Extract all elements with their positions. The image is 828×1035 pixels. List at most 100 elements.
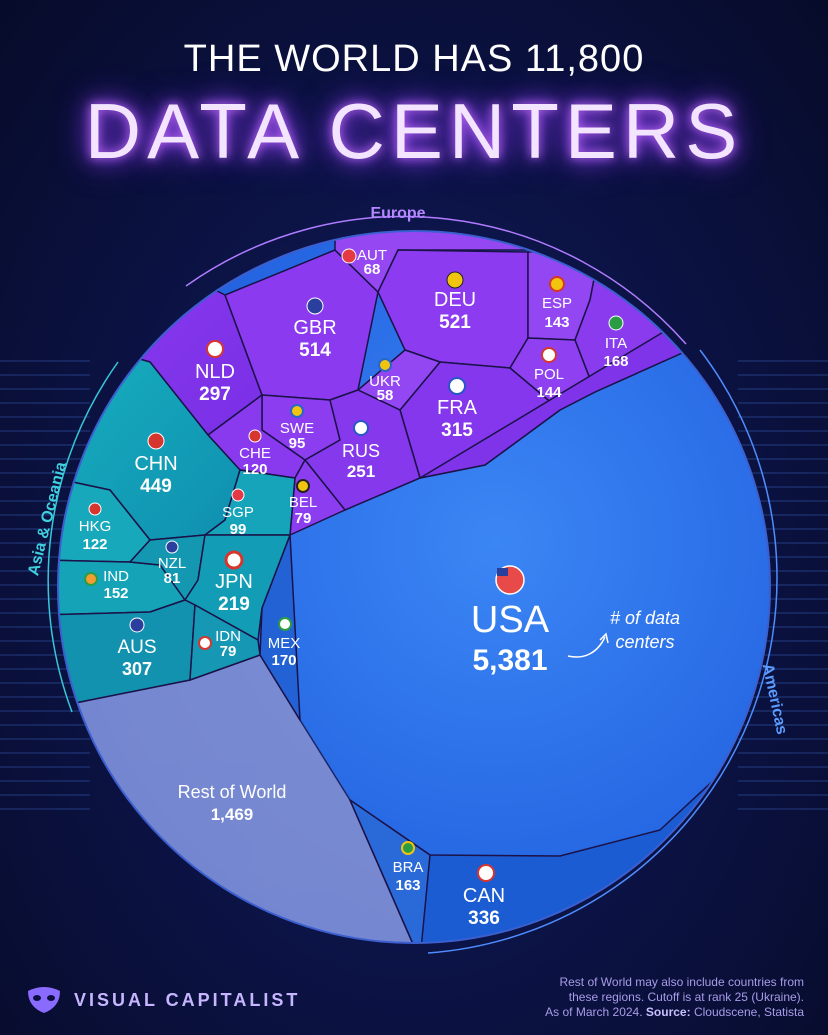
flag-jpn-icon — [224, 550, 244, 570]
label-fra-code: FRA — [437, 397, 478, 419]
label-usa-code: USA — [471, 599, 550, 641]
flag-nld-icon — [206, 340, 224, 358]
label-can-code: CAN — [463, 885, 505, 907]
flag-aus-icon — [129, 617, 145, 633]
label-row-code: Rest of World — [178, 782, 287, 802]
label-nld-code: NLD — [195, 361, 235, 383]
label-che-code: CHE — [239, 445, 271, 462]
label-ita-code: ITA — [605, 335, 627, 352]
ring-asia — [47, 361, 119, 713]
annotation: # of data centers — [567, 608, 680, 658]
label-aus-code: AUS — [117, 637, 156, 658]
label-chn-code: CHN — [134, 453, 177, 475]
label-gbr-value: 514 — [299, 340, 331, 361]
label-ind-code: IND — [103, 568, 129, 585]
flag-swe-icon — [290, 404, 304, 418]
ring-americas — [427, 349, 778, 954]
label-deu-value: 521 — [439, 312, 471, 333]
flag-nzl-icon — [165, 540, 179, 554]
label-aut-code: AUT — [357, 247, 387, 264]
label-ukr-value: 58 — [377, 387, 394, 404]
label-hkg-code: HKG — [79, 518, 112, 535]
annotation-line-1: # of data — [610, 608, 680, 628]
label-mex-value: 170 — [271, 652, 296, 669]
flag-ukr-icon — [378, 358, 392, 372]
label-pol-code: POL — [534, 366, 564, 383]
label-fra-value: 315 — [441, 420, 473, 441]
flag-che-icon — [248, 429, 262, 443]
region-label-europe: Europe — [370, 205, 425, 222]
ring-europe — [185, 215, 687, 345]
label-esp-code: ESP — [542, 295, 572, 312]
label-row-value: 1,469 — [211, 805, 254, 824]
flag-hkg-icon — [88, 502, 102, 516]
label-idn-value: 79 — [220, 643, 237, 660]
flag-ind-icon — [84, 572, 98, 586]
annotation-arrow — [567, 636, 606, 658]
flag-rus-icon — [353, 420, 369, 436]
label-bra-value: 163 — [395, 877, 420, 894]
label-swe-code: SWE — [280, 420, 314, 437]
flag-bra-icon — [401, 841, 415, 855]
label-swe-value: 95 — [289, 435, 306, 452]
title-line-1: THE WORLD HAS 11,800 — [183, 38, 645, 80]
label-bra-code: BRA — [393, 859, 424, 876]
flag-sgp-icon — [231, 488, 245, 502]
region-label-americas: Americas — [759, 662, 791, 736]
label-sgp-code: SGP — [222, 504, 254, 521]
title-line-2: DATA CENTERS — [84, 87, 744, 175]
circle-outline — [57, 230, 771, 944]
label-sgp-value: 99 — [230, 521, 247, 538]
label-hkg-value: 122 — [82, 536, 107, 553]
brand-name: VISUAL CAPITALIST — [74, 989, 301, 1010]
label-rus-code: RUS — [342, 441, 380, 461]
label-ind-value: 152 — [103, 585, 128, 602]
flag-pol-icon — [541, 347, 557, 363]
label-ita-value: 168 — [603, 353, 628, 370]
label-aut-value: 68 — [364, 261, 381, 278]
flag-idn-icon — [198, 636, 212, 650]
label-ukr-code: UKR — [369, 373, 401, 390]
label-che-value: 120 — [242, 461, 267, 478]
cell-labels: USA 5,381 CAN 336 BRA 163 MEX 170 DEU 52… — [79, 247, 629, 929]
brand-mask-icon — [28, 987, 60, 1013]
flag-gbr-icon — [306, 297, 324, 315]
label-rus-value: 251 — [347, 462, 375, 481]
footnote-source-label: Source: — [645, 1005, 691, 1019]
label-pol-value: 144 — [536, 384, 562, 401]
brand-logo: VISUAL CAPITALIST — [26, 985, 300, 1015]
footnote-source: Cloudscene, Statista — [693, 1005, 804, 1019]
label-usa-value: 5,381 — [472, 644, 547, 677]
cell-idn — [189, 604, 261, 681]
flag-aut-icon — [341, 248, 357, 264]
label-idn-code: IDN — [215, 628, 241, 645]
footnote-line-2: these regions. Cutoff is at rank 25 (Ukr… — [568, 990, 804, 1004]
flag-esp-icon — [549, 276, 565, 292]
region-rings — [47, 215, 778, 954]
flag-mex-icon — [278, 617, 292, 631]
flags — [84, 248, 624, 882]
label-gbr-code: GBR — [293, 317, 336, 339]
flag-bel-icon — [296, 479, 310, 493]
label-nld-value: 297 — [199, 384, 231, 405]
label-jpn-code: JPN — [215, 571, 253, 593]
label-nzl-code: NZL — [158, 555, 186, 572]
label-bel-value: 79 — [295, 510, 312, 527]
label-bel-code: BEL — [289, 494, 317, 511]
annotation-line-2: centers — [615, 632, 674, 652]
flag-deu-icon — [446, 271, 464, 289]
flag-fra-icon — [448, 377, 466, 395]
label-mex-code: MEX — [268, 635, 301, 652]
label-nzl-value: 81 — [164, 570, 181, 587]
flag-can-icon — [477, 864, 495, 882]
cell-bra — [349, 799, 431, 943]
label-esp-value: 143 — [544, 314, 569, 331]
footnote-line-1: Rest of World may also include countries… — [559, 975, 804, 989]
flag-chn-icon — [147, 432, 165, 450]
footnote-date: As of March 2024. — [545, 1005, 643, 1019]
cell-rus — [304, 389, 421, 511]
label-chn-value: 449 — [140, 476, 172, 497]
label-deu-code: DEU — [434, 289, 476, 311]
footnote-line-3: As of March 2024. Source: Cloudscene, St… — [484, 1005, 804, 1020]
